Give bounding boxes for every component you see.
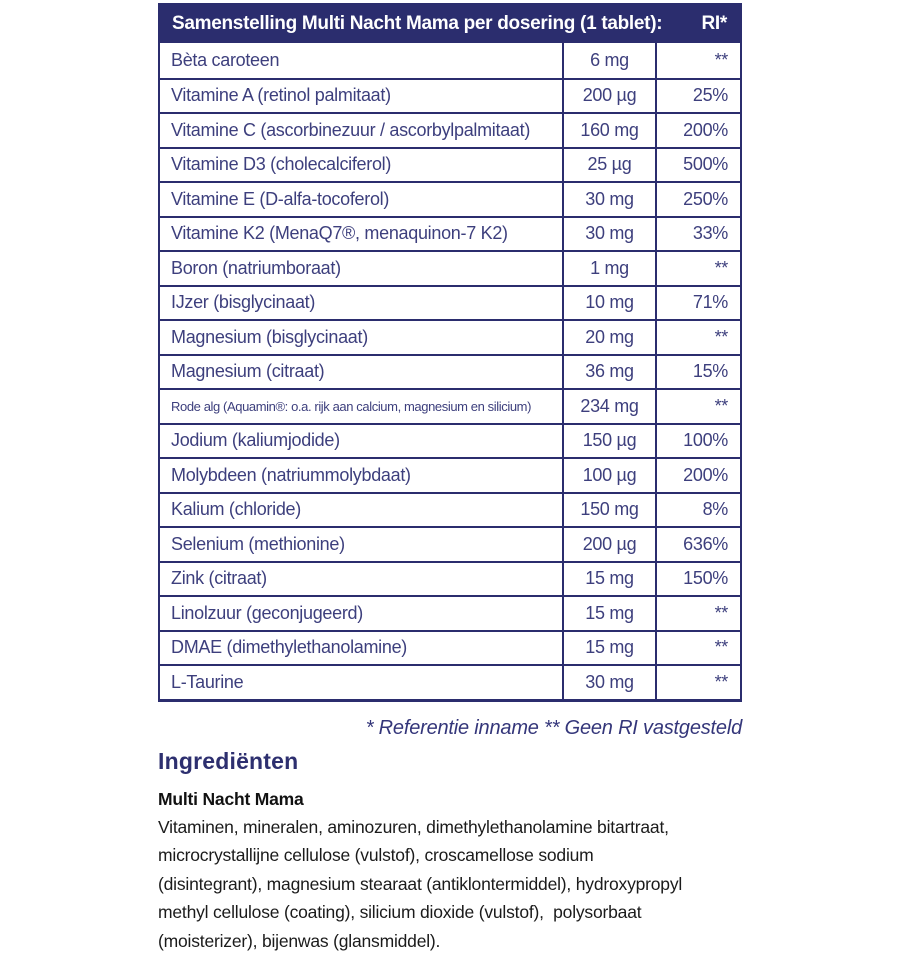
nutrient-name-cell: Rode alg (Aquamin®: o.a. rijk aan calciu… <box>171 398 532 414</box>
ri-percent-cell: 25% <box>655 79 740 112</box>
table-row: Vitamine C (ascorbinezuur / ascorbylpalm… <box>160 112 740 147</box>
table-row: Bèta caroteen 6 mg ** <box>160 43 740 78</box>
nutrient-name-cell: Linolzuur (geconjugeerd) <box>171 602 363 623</box>
composition-table: Samenstelling Multi Nacht Mama per doser… <box>158 3 742 702</box>
amount-cell: 15 mg <box>562 631 655 664</box>
nutrient-name-cell: Vitamine D3 (cholecalciferol) <box>171 154 392 175</box>
ri-percent-cell: 33% <box>655 217 740 250</box>
product-name: Multi Nacht Mama <box>158 789 304 809</box>
ri-percent-cell: 100% <box>655 424 740 457</box>
ri-percent-cell: 636% <box>655 528 740 561</box>
table-row: Zink (citraat) 15 mg 150% <box>160 560 740 595</box>
nutrient-name-cell: Magnesium (citraat) <box>171 361 325 382</box>
reference-footnote: * Referentie inname ** Geen RI vastgeste… <box>365 717 742 739</box>
amount-cell: 25 µg <box>562 148 655 181</box>
table-row: Molybdeen (natriummolybdaat) 100 µg 200% <box>160 457 740 492</box>
nutrient-name-cell: Vitamine A (retinol palmitaat) <box>171 85 391 106</box>
ri-percent-cell: ** <box>655 390 740 423</box>
nutrient-name-cell: Vitamine E (D-alfa-tocoferol) <box>171 188 390 209</box>
table-row: Vitamine D3 (cholecalciferol) 25 µg 500% <box>160 146 740 181</box>
amount-cell: 200 µg <box>562 528 655 561</box>
nutrient-name-cell: Kalium (chloride) <box>171 499 301 520</box>
table-row: Rode alg (Aquamin®: o.a. rijk aan calciu… <box>160 388 740 423</box>
amount-cell: 20 mg <box>562 321 655 354</box>
ingredients-heading: Ingrediënten <box>158 748 299 774</box>
ri-percent-cell: ** <box>655 43 740 78</box>
ri-percent-cell: ** <box>655 252 740 285</box>
table-row: Vitamine K2 (MenaQ7®, menaquinon-7 K2) 30… <box>160 215 740 250</box>
table-row: Boron (natriumboraat) 1 mg ** <box>160 250 740 285</box>
ingredients-text: Vitaminen, mineralen, aminozuren, dimeth… <box>158 817 683 951</box>
ri-percent-cell: 250% <box>655 183 740 216</box>
nutrient-name-cell: Vitamine C (ascorbinezuur / ascorbylpalm… <box>171 119 531 140</box>
ri-percent-cell: ** <box>655 321 740 354</box>
ri-percent-cell: 8% <box>655 493 740 526</box>
amount-cell: 1 mg <box>562 252 655 285</box>
ri-percent-cell: ** <box>655 631 740 664</box>
table-row: Jodium (kaliumjodide) 150 µg 100% <box>160 422 740 457</box>
nutrient-name-cell: Boron (natriumboraat) <box>171 257 341 278</box>
amount-cell: 150 µg <box>562 424 655 457</box>
nutrient-name-cell: Selenium (methionine) <box>171 533 345 554</box>
nutrient-name-cell: Bèta caroteen <box>171 49 280 70</box>
ri-percent-cell: 500% <box>655 148 740 181</box>
nutrient-name-cell: Vitamine K2 (MenaQ7®, menaquinon-7 K2) <box>171 223 508 244</box>
table-row: Selenium (methionine) 200 µg 636% <box>160 526 740 561</box>
amount-cell: 150 mg <box>562 493 655 526</box>
table-header: Samenstelling Multi Nacht Mama per doser… <box>160 5 740 43</box>
table-row: Vitamine A (retinol palmitaat) 200 µg 25% <box>160 77 740 112</box>
table-header-title: Samenstelling Multi Nacht Mama per doser… <box>172 13 663 34</box>
nutrient-name-cell: DMAE (dimethylethanolamine) <box>171 637 407 658</box>
nutrient-name-cell: Zink (citraat) <box>171 568 267 589</box>
table-row: Magnesium (citraat) 36 mg 15% <box>160 353 740 388</box>
table-row: IJzer (bisglycinaat) 10 mg 71% <box>160 284 740 319</box>
amount-cell: 200 µg <box>562 79 655 112</box>
ri-percent-cell: 200% <box>655 114 740 147</box>
amount-cell: 6 mg <box>562 43 655 78</box>
ri-percent-cell: 71% <box>655 286 740 319</box>
nutrient-name-cell: Molybdeen (natriummolybdaat) <box>171 464 411 485</box>
table-header-ri-label: RI* <box>701 13 728 34</box>
amount-cell: 15 mg <box>562 597 655 630</box>
amount-cell: 160 mg <box>562 114 655 147</box>
nutrient-name-cell: L-Taurine <box>171 671 244 692</box>
table-row: DMAE (dimethylethanolamine) 15 mg ** <box>160 629 740 664</box>
ri-percent-cell: ** <box>655 597 740 630</box>
ri-percent-cell: 15% <box>655 355 740 388</box>
nutrient-name-cell: IJzer (bisglycinaat) <box>171 292 316 313</box>
nutrient-name-cell: Magnesium (bisglycinaat) <box>171 326 368 347</box>
ri-percent-cell: 200% <box>655 459 740 492</box>
table-row: Vitamine E (D-alfa-tocoferol) 30 mg 250% <box>160 181 740 216</box>
table-row: Kalium (chloride) 150 mg 8% <box>160 491 740 526</box>
ri-percent-cell: 150% <box>655 562 740 595</box>
amount-cell: 10 mg <box>562 286 655 319</box>
amount-cell: 30 mg <box>562 183 655 216</box>
amount-cell: 100 µg <box>562 459 655 492</box>
amount-cell: 15 mg <box>562 562 655 595</box>
table-body: Bèta caroteen 6 mg ** Vitamine A (retinol p… <box>160 43 740 699</box>
amount-cell: 30 mg <box>562 666 655 699</box>
ri-percent-cell: ** <box>655 666 740 699</box>
amount-cell: 36 mg <box>562 355 655 388</box>
nutrient-name-cell: Jodium (kaliumjodide) <box>171 430 340 451</box>
table-row: L-Taurine 30 mg ** <box>160 664 740 699</box>
table-row: Linolzuur (geconjugeerd) 15 mg ** <box>160 595 740 630</box>
amount-cell: 30 mg <box>562 217 655 250</box>
amount-cell: 234 mg <box>562 390 655 423</box>
table-row: Magnesium (bisglycinaat) 20 mg ** <box>160 319 740 354</box>
